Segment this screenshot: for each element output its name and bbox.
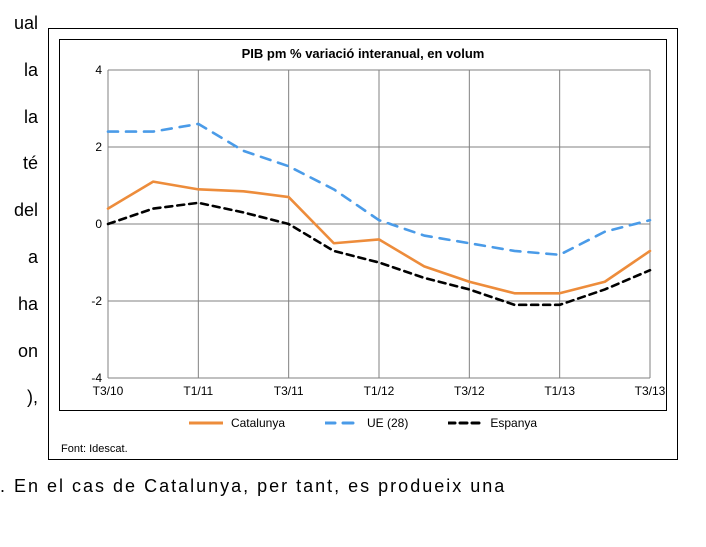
side-line: ), [0,374,38,421]
side-line: té [0,140,38,187]
legend-label: UE (28) [367,416,408,430]
legend-swatch-icon [325,417,359,429]
legend-item: Catalunya [189,416,285,430]
legend-label: Catalunya [231,416,285,430]
legend-item: UE (28) [325,416,408,430]
legend-item: Espanya [448,416,537,430]
y-tick-label: -2 [91,294,102,308]
y-tick-label: 2 [95,140,102,154]
legend-swatch-icon [189,417,223,429]
page: ual la la té del a ha on ), PIB pm % var… [0,0,706,547]
x-tick-label: T3/11 [274,384,304,398]
chart-source: Font: Idescat. [61,443,128,455]
side-line: la [0,47,38,94]
x-tick-label: T3/10 [93,384,124,398]
side-line: del [0,187,38,234]
chart-svg [108,70,650,378]
chart-legend: Catalunya UE (28) Espanya [59,413,667,433]
x-tick-label: T3/13 [635,384,666,398]
x-tick-label: T1/12 [364,384,395,398]
chart-title: PIB pm % variació interanual, en volum [60,46,666,61]
x-tick-label: T1/13 [544,384,575,398]
y-tick-label: 0 [95,217,102,231]
chart-outer-frame: PIB pm % variació interanual, en volum -… [48,28,678,460]
chart-inner-frame: PIB pm % variació interanual, en volum -… [59,39,667,411]
x-tick-label: T3/12 [454,384,485,398]
side-line: a [0,234,38,281]
side-line: ual [0,0,38,47]
side-line: la [0,94,38,141]
side-line: on [0,328,38,375]
legend-label: Espanya [490,416,537,430]
y-tick-label: 4 [95,63,102,77]
x-tick-label: T1/11 [183,384,213,398]
cropped-bottom-text: . En el cas de Catalunya, per tant, es p… [0,476,706,497]
side-line: ha [0,281,38,328]
y-tick-label: -4 [91,371,102,385]
chart-plot-area: -4-2024T3/10T1/11T3/11T1/12T3/12T1/13T3/… [108,70,650,378]
cropped-left-text: ual la la té del a ha on ), [0,0,40,547]
legend-swatch-icon [448,417,482,429]
